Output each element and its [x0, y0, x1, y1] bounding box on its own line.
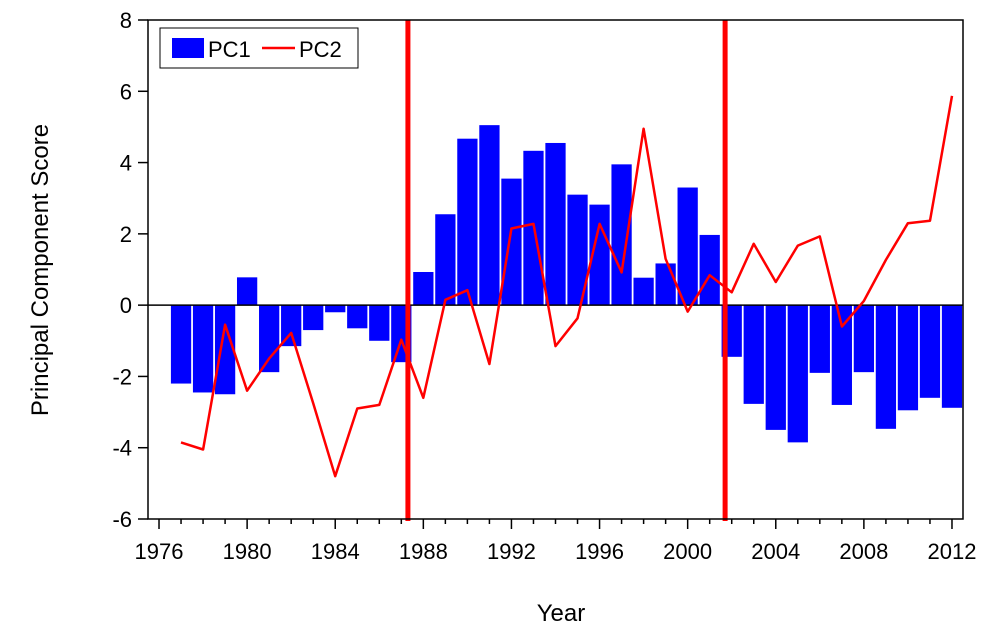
pc1-bar: [853, 305, 875, 373]
pc1-bar: [236, 277, 258, 306]
pc1-bar: [259, 305, 280, 373]
pc1-bar: [281, 305, 302, 347]
legend-label-pc2: PC2: [299, 37, 342, 62]
pc1-bar: [457, 138, 478, 306]
x-tick-label: 1992: [487, 539, 536, 564]
y-tick-label: -4: [112, 436, 132, 461]
x-tick-label: 1980: [223, 539, 272, 564]
pc1-bar: [809, 305, 830, 373]
pc1-bar: [479, 125, 500, 306]
pc1-bar: [919, 305, 941, 398]
y-tick-label: -6: [112, 507, 132, 532]
pc1-bar: [170, 305, 192, 384]
pc1-bar: [545, 142, 566, 306]
pc1-bar: [435, 214, 456, 306]
pc1-bar: [787, 305, 808, 443]
pc1-bar: [325, 305, 346, 313]
x-tick-label: 1988: [399, 539, 448, 564]
y-tick-label: 4: [120, 151, 132, 176]
legend-swatch-pc1: [172, 38, 204, 58]
pc1-bar: [765, 305, 786, 430]
x-axis-title: Year: [537, 600, 586, 627]
y-tick-label: -2: [112, 364, 132, 389]
y-tick-label: 2: [120, 222, 132, 247]
plot-area: [148, 20, 963, 521]
x-tick-label: 2004: [751, 539, 800, 564]
x-tick-label: 2000: [663, 539, 712, 564]
pc1-bar: [611, 164, 632, 306]
pc2-line: [180, 95, 954, 478]
legend: PC1 PC2: [159, 27, 359, 69]
pc1-bar: [501, 178, 522, 306]
y-tick-label: 6: [120, 79, 132, 104]
pc1-bar: [897, 305, 919, 411]
y-tick-label: 0: [120, 293, 132, 318]
y-axis-title: Principal Component Score: [27, 124, 54, 416]
x-tick-label: 2008: [839, 539, 888, 564]
x-tick-label: 1996: [575, 539, 624, 564]
pc1-bar: [369, 305, 390, 341]
pc1-bar: [589, 204, 610, 306]
y-tick-label: 8: [120, 8, 132, 33]
pc1-bar: [677, 187, 698, 306]
pc1-bar: [941, 305, 963, 408]
pc1-bar: [699, 234, 720, 306]
pc1-bar: [633, 277, 654, 306]
pc1-bar: [192, 305, 214, 393]
x-tick-label: 1984: [311, 539, 360, 564]
x-tick-label: 2012: [928, 539, 977, 564]
pc1-bar: [567, 194, 588, 306]
pc1-bar: [214, 305, 236, 395]
pc1-bar: [347, 305, 368, 329]
pc1-bar: [831, 305, 852, 405]
pc1-bar: [875, 305, 897, 429]
pc1-bar: [413, 271, 434, 306]
pc1-bar: [655, 263, 676, 306]
axes: -6 -4 -2 0 2 4 6 8 1976 1980 1984 1988 1992 1996 2000 2…: [112, 8, 976, 564]
legend-label-pc1: PC1: [208, 37, 251, 62]
x-tick-label: 1976: [135, 539, 184, 564]
pc1-bar: [303, 305, 324, 331]
pc1-bar: [743, 305, 764, 404]
